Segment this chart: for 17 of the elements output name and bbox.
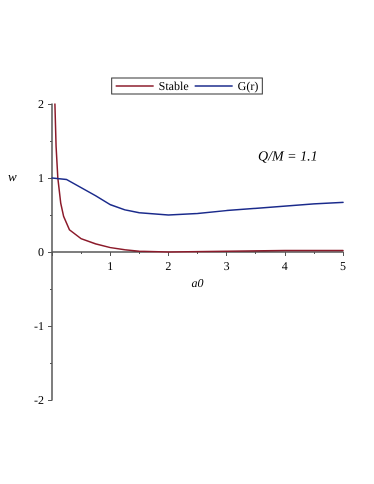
y-tick-label: -1 xyxy=(34,319,44,333)
legend-label: G(r) xyxy=(238,79,258,93)
x-axis-title: a0 xyxy=(192,276,204,290)
line-series xyxy=(51,177,344,216)
legend-label: Stable xyxy=(158,79,189,93)
y-axis-title: w xyxy=(8,169,17,184)
x-tick-label: 3 xyxy=(224,259,230,273)
x-tick-label: 5 xyxy=(340,259,346,273)
annotation: Q/M = 1.1 xyxy=(258,150,318,164)
y-tick-label: 2 xyxy=(38,97,44,111)
y-tick-label: -2 xyxy=(34,393,44,407)
x-tick-label: 1 xyxy=(107,259,114,273)
y-tick-label: 0 xyxy=(38,245,44,259)
line-series xyxy=(54,103,344,253)
x-tick-label: 2 xyxy=(165,259,172,273)
x-tick-label: 4 xyxy=(282,259,288,273)
y-tick-label: 1 xyxy=(38,171,44,185)
